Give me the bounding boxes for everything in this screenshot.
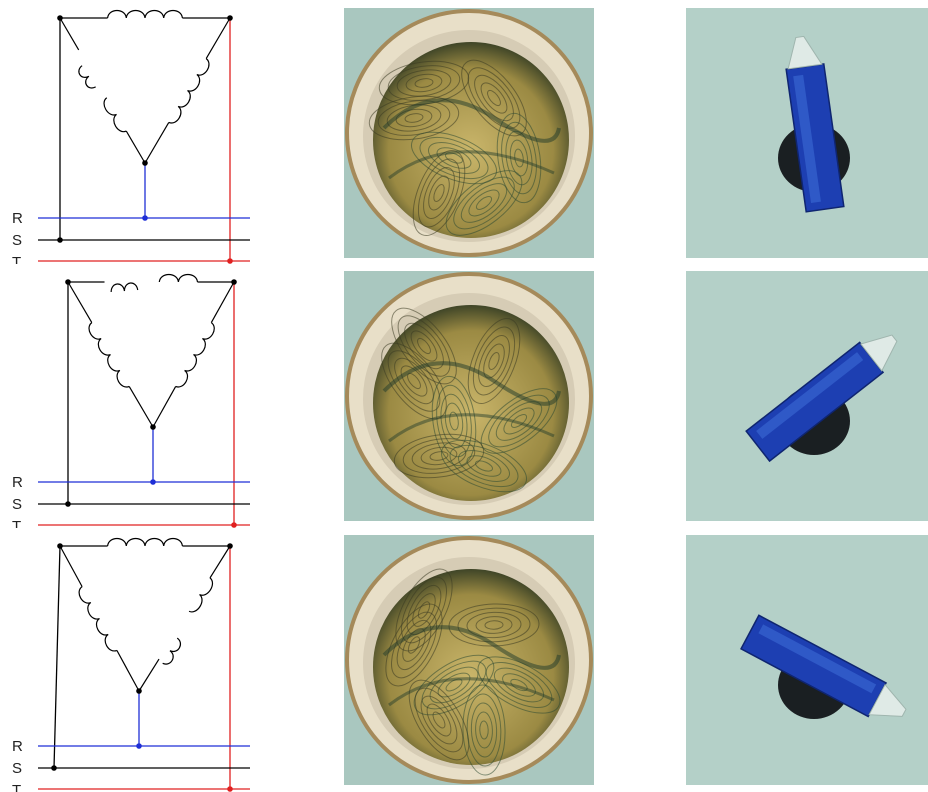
junction-dot xyxy=(142,215,148,221)
rotor-photo xyxy=(686,271,928,521)
junction-dot xyxy=(57,543,63,549)
coil-left xyxy=(67,281,154,428)
junction-dot xyxy=(65,501,71,507)
junction-dot xyxy=(231,279,237,285)
coil-top xyxy=(68,273,234,293)
junction-dot xyxy=(150,479,156,485)
junction-dot xyxy=(142,160,148,166)
junction-dot xyxy=(150,424,156,430)
coil-left xyxy=(59,17,146,164)
phase-label-s: S xyxy=(12,760,22,777)
rotor-photo xyxy=(686,535,928,785)
phase-label-t: T xyxy=(12,518,21,528)
phase-label-s: S xyxy=(12,496,22,513)
rotor-photo xyxy=(686,8,928,258)
junction-dot xyxy=(227,258,233,264)
coil-right xyxy=(152,281,235,428)
fluid-vortex-photo xyxy=(344,8,594,258)
junction-dot xyxy=(136,743,142,749)
junction-dot xyxy=(136,688,142,694)
phase-label-r: R xyxy=(12,210,23,227)
junction-dot xyxy=(227,786,233,792)
coil-top xyxy=(60,9,230,19)
coil-right xyxy=(144,17,231,164)
junction-dot xyxy=(231,522,237,528)
coil-top xyxy=(60,537,230,547)
coil-left xyxy=(59,545,140,692)
wire-left xyxy=(53,545,61,769)
junction-dot xyxy=(227,15,233,21)
phase-label-r: R xyxy=(12,738,23,755)
junction-dot xyxy=(65,279,71,285)
coil-right xyxy=(138,545,231,692)
phase-label-t: T xyxy=(12,782,21,792)
phase-label-t: T xyxy=(12,254,21,264)
junction-dot xyxy=(51,765,57,771)
delta-circuit-diagram: RST xyxy=(12,273,250,528)
phase-label-r: R xyxy=(12,474,23,491)
fluid-vortex-photo xyxy=(344,271,594,521)
junction-dot xyxy=(57,237,63,243)
junction-dot xyxy=(227,543,233,549)
delta-circuit-diagram: RST xyxy=(12,537,250,792)
phase-label-s: S xyxy=(12,232,22,249)
junction-dot xyxy=(57,15,63,21)
delta-circuit-diagram: RST xyxy=(12,9,250,264)
fluid-vortex-photo xyxy=(344,535,594,785)
